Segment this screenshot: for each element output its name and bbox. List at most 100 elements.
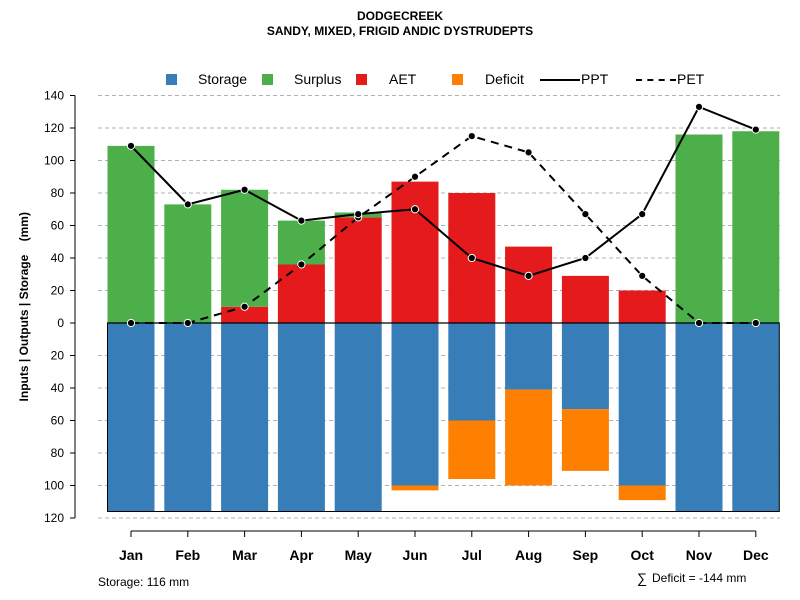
legend-swatch-aet	[356, 74, 367, 85]
pet-point	[751, 318, 760, 328]
pet-point	[240, 302, 249, 311]
ppt-point	[354, 210, 363, 219]
pet-point	[183, 318, 192, 328]
legend-swatch-deficit	[452, 74, 463, 85]
bar-storage	[505, 323, 553, 390]
ppt-point	[126, 141, 136, 150]
legend-label-storage: Storage	[198, 71, 248, 87]
legend-label-surplus: Surplus	[294, 71, 342, 87]
bar-deficit	[618, 485, 666, 501]
pet-point	[297, 260, 306, 269]
y-tick-label: 60	[51, 414, 65, 428]
legend: Storage Surplus AET Deficit PPT PET	[0, 70, 800, 90]
x-tick-label: Dec	[743, 547, 769, 563]
ppt-point	[240, 185, 249, 194]
bar-deficit	[561, 409, 609, 471]
y-tick-label: 20	[51, 349, 65, 363]
x-tick-label: Feb	[175, 547, 200, 563]
bar-storage	[221, 323, 269, 512]
x-tick-label: Apr	[289, 547, 314, 563]
bar-aet	[391, 181, 439, 323]
y-tick-label: 80	[51, 446, 65, 460]
x-tick-label: Jan	[119, 547, 143, 563]
sum-symbol: ∑	[637, 570, 647, 586]
ppt-point	[694, 102, 704, 111]
x-tick-label: Oct	[631, 547, 655, 563]
bar-surplus	[221, 189, 269, 307]
y-tick-label: 0	[57, 316, 64, 330]
legend-label-deficit: Deficit	[485, 71, 524, 87]
ppt-point	[638, 210, 647, 219]
y-tick-label: 20	[51, 284, 65, 298]
ppt-point	[524, 271, 533, 280]
ppt-line	[130, 105, 757, 277]
bar-storage	[561, 323, 609, 410]
legend-swatch-surplus	[262, 74, 273, 85]
x-tick-label: Sep	[573, 547, 599, 563]
pet-point	[524, 148, 533, 157]
legend-line-ppt	[540, 79, 580, 81]
x-tick-label: Mar	[232, 547, 257, 563]
bar-aet	[334, 217, 382, 323]
y-tick-label: 80	[51, 186, 65, 200]
bar-storage	[675, 323, 723, 512]
pet-point	[694, 318, 704, 328]
bar-storage	[732, 323, 780, 512]
bar-storage	[277, 323, 325, 512]
pet-point	[638, 271, 647, 280]
pet-line	[131, 135, 756, 324]
deficit-note: Deficit = -144 mm	[652, 571, 747, 585]
bar-storage	[107, 323, 155, 512]
x-tick-label: May	[345, 547, 372, 563]
legend-label-aet: AET	[389, 71, 417, 87]
chart-title: DODGECREEK	[356, 9, 443, 23]
legend-line-pet	[636, 79, 676, 81]
y-axis-label: Inputs | Outputs | Storage (mm)	[17, 212, 31, 401]
bar-storage	[334, 323, 382, 512]
bar-deficit	[448, 420, 496, 479]
y-tick-label: 120	[44, 511, 64, 525]
y-tick-label: 40	[51, 251, 65, 265]
ppt-point	[410, 205, 420, 214]
bar-surplus	[732, 131, 780, 323]
bar-surplus	[675, 134, 723, 323]
ppt-point	[751, 125, 760, 134]
y-tick-label: 140	[44, 89, 64, 103]
storage-note: Storage: 116 mm	[98, 575, 190, 589]
bar-deficit	[505, 389, 553, 486]
bar-deficit	[391, 485, 439, 491]
y-tick-label: 60	[51, 219, 65, 233]
bar-aet	[505, 246, 553, 323]
bar-storage	[164, 323, 212, 512]
x-tick-label: Jun	[403, 547, 428, 563]
pet-point	[410, 172, 420, 181]
bar-storage	[448, 323, 496, 421]
ppt-point	[183, 200, 192, 209]
pet-point	[126, 318, 136, 328]
bar-storage	[618, 323, 666, 486]
chart-subtitle: SANDY, MIXED, FRIGID ANDIC DYSTRUDEPTS	[266, 24, 534, 38]
x-tick-label: Nov	[686, 547, 713, 563]
y-tick-label: 40	[51, 381, 65, 395]
bar-aet	[618, 290, 666, 323]
legend-swatch-storage	[166, 74, 177, 85]
ppt-point	[467, 253, 476, 263]
bar-aet	[277, 264, 325, 323]
legend-label-pet: PET	[677, 71, 705, 87]
x-tick-label: Aug	[515, 547, 542, 563]
y-tick-label: 100	[44, 479, 64, 493]
bar-surplus	[164, 204, 212, 323]
y-tick-label: 120	[44, 121, 64, 135]
ppt-point	[297, 216, 306, 225]
y-tick-label: 100	[44, 154, 64, 168]
legend-label-ppt: PPT	[581, 71, 609, 87]
pet-point	[467, 132, 476, 141]
x-tick-label: Jul	[462, 547, 482, 563]
bar-surplus	[277, 220, 325, 265]
bar-aet	[561, 275, 609, 323]
bar-surplus	[107, 145, 155, 323]
pet-point	[581, 210, 590, 219]
ppt-point	[581, 253, 590, 263]
bar-storage	[391, 323, 439, 486]
